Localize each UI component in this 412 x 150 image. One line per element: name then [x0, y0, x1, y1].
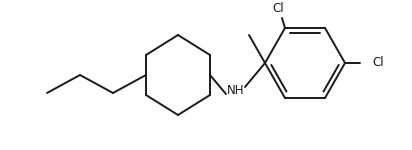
Text: NH: NH	[227, 84, 245, 96]
Text: Cl: Cl	[272, 2, 284, 15]
Text: Cl: Cl	[372, 57, 384, 69]
